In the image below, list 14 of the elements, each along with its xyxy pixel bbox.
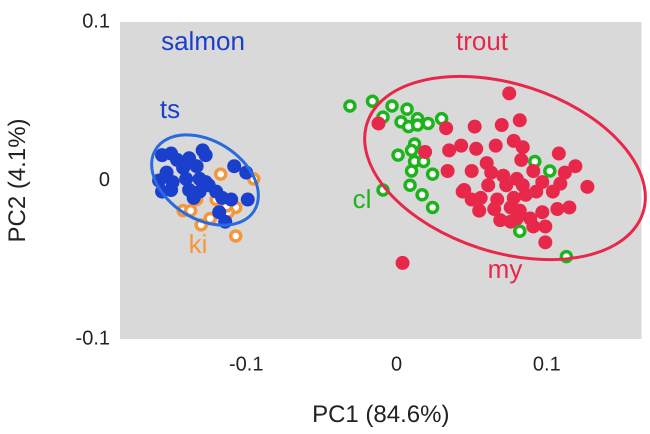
x-tick-label: 0 bbox=[390, 354, 402, 376]
series-label: cl bbox=[352, 184, 372, 214]
x-axis-title: PC1 (84.6%) bbox=[312, 401, 450, 428]
x-tick-label: 0.1 bbox=[532, 354, 561, 376]
annotation: trout bbox=[456, 26, 509, 56]
series-label: ts bbox=[160, 94, 180, 124]
x-tick-label: -0.1 bbox=[229, 354, 264, 376]
series-label: ki bbox=[188, 229, 208, 260]
series-label: my bbox=[488, 254, 522, 284]
y-tick-label: 0.1 bbox=[82, 10, 110, 33]
y-axis-title: PC2 (4.1%) bbox=[4, 118, 32, 243]
y-tick-label: 0 bbox=[98, 169, 110, 192]
annotation: salmon bbox=[161, 26, 245, 56]
y-tick-label: -0.1 bbox=[76, 328, 110, 350]
